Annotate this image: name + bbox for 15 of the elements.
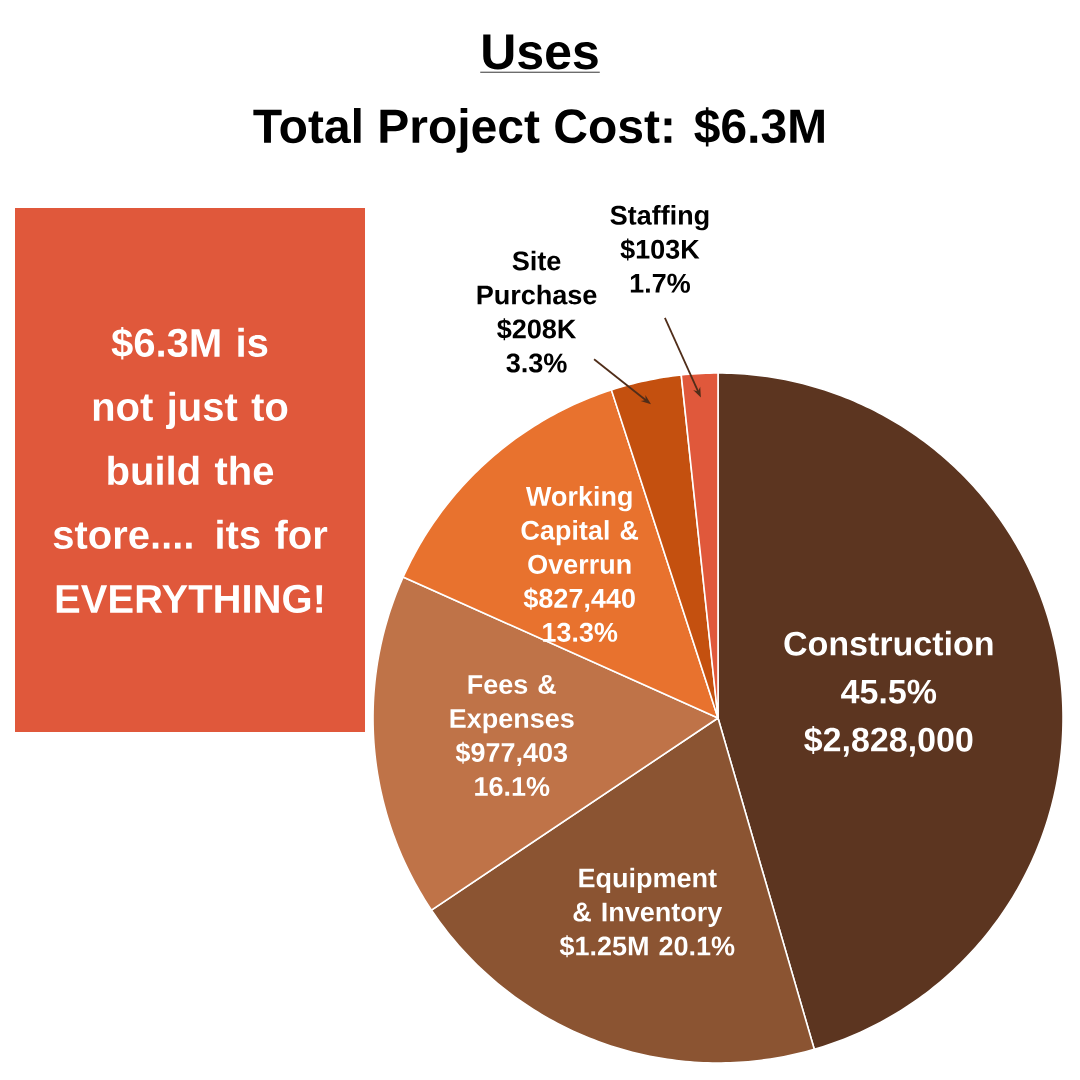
slice-label: Working Capital & Overrun	[521, 486, 639, 574]
data-label: $977,403 16.1%	[455, 741, 568, 796]
data-label: $827,440 13.3%	[523, 587, 635, 642]
data-label: 45.5% $2,828,000	[804, 679, 973, 757]
chart-subtitle: Total Project Cost: $6.3M	[253, 107, 824, 153]
slice-label: Staffing	[610, 205, 709, 231]
data-label: $1.25M 20.1%	[559, 935, 735, 958]
slice-label: Site Purchase	[477, 250, 597, 305]
slice-label: Fees & Expenses	[450, 675, 574, 734]
data-label: $103K 1.7%	[620, 238, 700, 293]
text: $6.3M is not just to build the store.... its for EVERYTHING!	[53, 326, 328, 614]
slice-label: Construction	[784, 630, 993, 656]
chart-title: Uses	[483, 34, 598, 70]
data-label: $208K 3.3%	[497, 318, 577, 373]
slice-label: Equipment & Inventory	[573, 867, 723, 927]
